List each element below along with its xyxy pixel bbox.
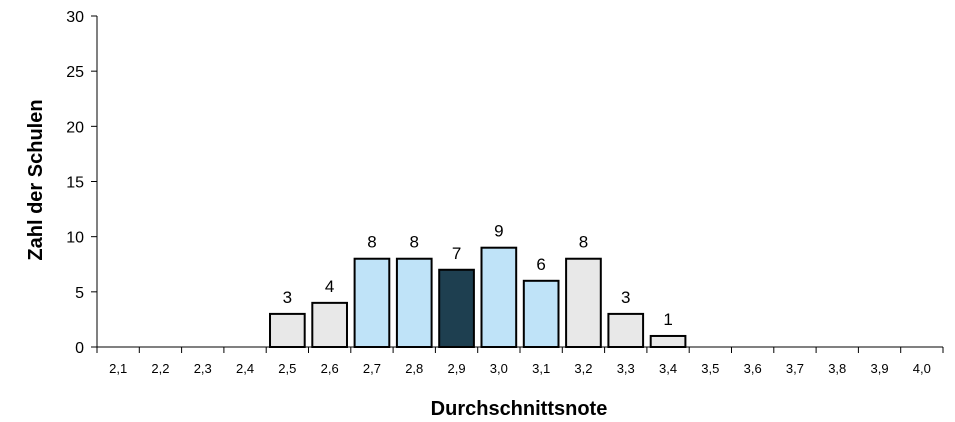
bar: [522, 279, 560, 348]
bars: [269, 246, 687, 349]
y-tick-label: 15: [66, 175, 84, 192]
x-tick-label: 2,5: [278, 361, 296, 376]
x-tick-label: 3,6: [744, 361, 762, 376]
data-label: 6: [536, 255, 545, 274]
y-tick-label: 10: [66, 230, 84, 247]
data-label: 3: [283, 288, 292, 307]
data-label: 9: [494, 222, 503, 241]
y-tick-label: 0: [75, 340, 84, 357]
bar: [649, 334, 687, 349]
data-label: 8: [579, 233, 588, 252]
x-tick-label: 2,1: [109, 361, 127, 376]
x-tick-label: 3,1: [532, 361, 550, 376]
bar: [607, 312, 645, 348]
x-tick-label: 2,2: [151, 361, 169, 376]
x-tick-label: 3,9: [871, 361, 889, 376]
x-tick-label: 4,0: [913, 361, 931, 376]
x-tick-label: 3,7: [786, 361, 804, 376]
x-axis: 2,1 2,2 2,3 2,4 2,5 2,6 2,7 2,8 2,9 3,0 3,1 3,2 3,3 3…: [96, 346, 944, 376]
y-tick-label: 25: [66, 64, 84, 81]
x-axis-title: Durchschnittsnote: [431, 398, 608, 420]
bar: [565, 257, 602, 349]
x-tick-label: 2,4: [236, 361, 254, 376]
data-label: 4: [325, 277, 334, 296]
bar: [269, 312, 306, 348]
data-labels: 3 4 8 8 7 9 6 8 3 1: [283, 222, 673, 329]
bar: [480, 246, 518, 348]
data-label: 3: [621, 288, 630, 307]
y-axis: 0 5 10 15 20 25 30: [66, 9, 98, 357]
x-tick-label: 3,2: [574, 361, 592, 376]
y-tick-label: 20: [66, 119, 84, 136]
bar: [311, 301, 348, 349]
y-tick-label: 30: [66, 9, 84, 26]
y-tick-label: 5: [75, 285, 84, 302]
x-tick-label: 3,4: [659, 361, 677, 376]
x-tick-label: 3,8: [828, 361, 846, 376]
x-tick-label: 2,7: [363, 361, 381, 376]
x-tick-label: 2,9: [448, 361, 466, 376]
x-tick-label: 2,6: [321, 361, 339, 376]
bar: [438, 268, 475, 348]
x-tick-label: 2,8: [405, 361, 423, 376]
bar: [395, 257, 433, 349]
x-tick-label: 3,3: [617, 361, 635, 376]
x-tick-label: 2,3: [194, 361, 212, 376]
y-axis-title: Zahl der Schulen: [25, 99, 47, 260]
data-label: 8: [367, 233, 376, 252]
data-label: 8: [410, 233, 419, 252]
bar: [353, 257, 391, 349]
x-tick-label: 3,5: [701, 361, 719, 376]
x-tick-label: 3,0: [490, 361, 508, 376]
data-label: 1: [663, 310, 672, 329]
data-label: 7: [452, 244, 461, 263]
